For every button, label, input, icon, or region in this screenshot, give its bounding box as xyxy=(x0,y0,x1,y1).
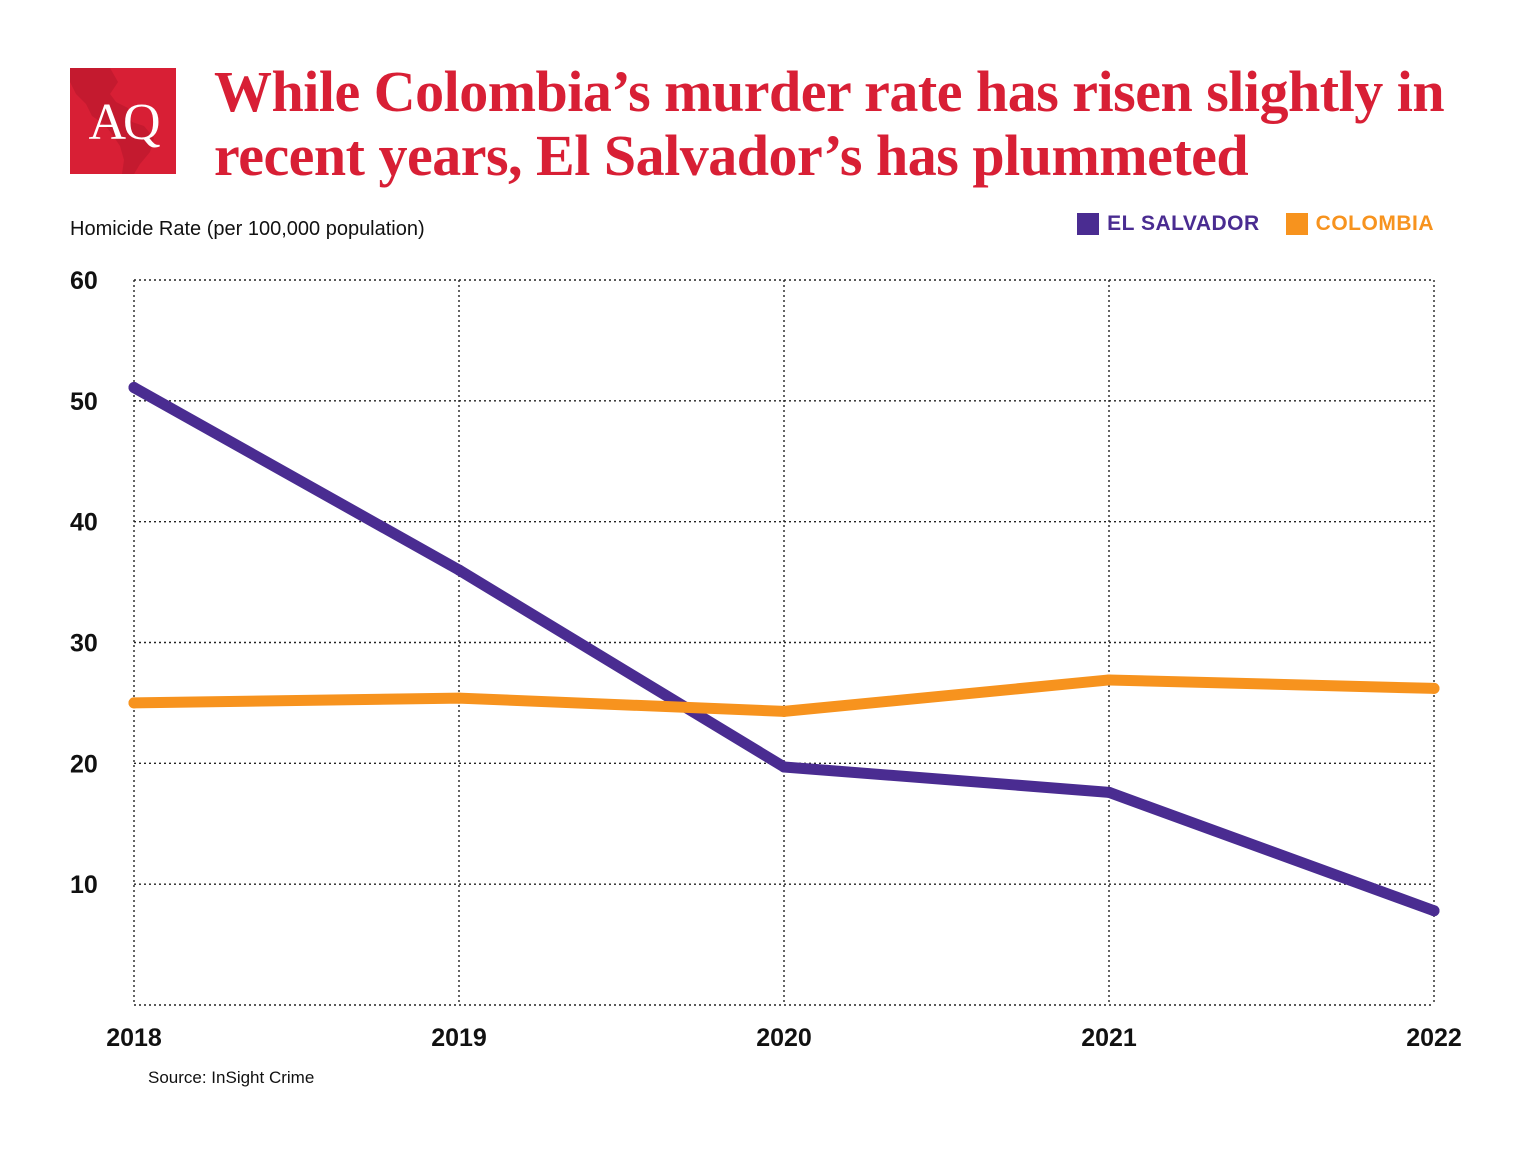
x-tick-label-2020: 2020 xyxy=(756,1024,812,1052)
logo-text: AQ xyxy=(88,94,160,151)
y-tick-label-20: 20 xyxy=(70,750,98,778)
legend-label-el-salvador: EL SALVADOR xyxy=(1107,212,1260,235)
legend-item-el-salvador: EL SALVADOR xyxy=(1077,212,1260,236)
data-point-el-salvador-2019 xyxy=(453,564,465,576)
y-tick-label-40: 40 xyxy=(70,509,98,537)
x-tick-label-2022: 2022 xyxy=(1406,1024,1462,1052)
data-point-el-salvador-2018 xyxy=(128,382,140,394)
americas-map-icon xyxy=(70,68,154,174)
data-point-el-salvador-2022 xyxy=(1428,905,1440,917)
x-tick-label-2021: 2021 xyxy=(1081,1024,1137,1052)
y-tick-label-10: 10 xyxy=(70,871,98,899)
chart-title: While Colombia’s murder rate has risen s… xyxy=(214,59,1445,188)
y-tick-label-60: 60 xyxy=(70,267,98,295)
data-point-colombia-2022 xyxy=(1428,682,1440,694)
source-note: Source: InSight Crime xyxy=(148,1068,315,1087)
y-tick-label-50: 50 xyxy=(70,388,98,416)
y-tick-label-30: 30 xyxy=(70,630,98,658)
data-point-colombia-2018 xyxy=(128,697,140,709)
aq-logo: AQ xyxy=(70,68,176,174)
data-point-colombia-2019 xyxy=(453,692,465,704)
data-point-colombia-2020 xyxy=(778,705,790,717)
legend: EL SALVADOR COLOMBIA xyxy=(1077,212,1434,236)
y-axis-label: Homicide Rate (per 100,000 population) xyxy=(70,218,425,240)
x-tick-label-2018: 2018 xyxy=(106,1024,162,1052)
legend-swatch-el-salvador xyxy=(1077,213,1100,235)
data-point-colombia-2021 xyxy=(1103,674,1115,686)
legend-swatch-colombia xyxy=(1285,213,1308,235)
legend-label-colombia: COLOMBIA xyxy=(1315,212,1434,235)
data-point-el-salvador-2021 xyxy=(1103,786,1115,798)
x-tick-label-2019: 2019 xyxy=(431,1024,487,1052)
data-point-el-salvador-2020 xyxy=(778,761,790,773)
legend-item-colombia: COLOMBIA xyxy=(1285,212,1434,236)
